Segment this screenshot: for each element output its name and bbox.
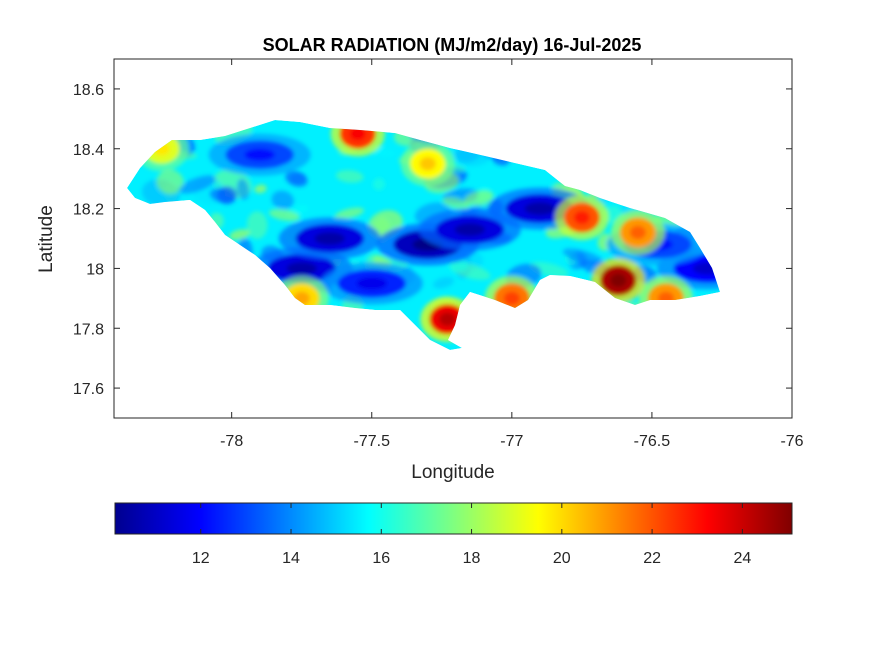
y-tick-label: 17.6 (73, 381, 104, 398)
y-tick-label: 18.2 (73, 202, 104, 219)
coldspot (320, 262, 423, 305)
texture-patch (178, 175, 217, 194)
texture-patch (464, 190, 494, 206)
texture-patch (433, 276, 454, 289)
texture-patch (268, 209, 300, 222)
x-tick-label: -77 (500, 433, 523, 450)
y-tick-label: 17.8 (73, 321, 104, 338)
texture-patch (334, 207, 365, 220)
texture-patch (229, 229, 250, 241)
y-axis: 17.6 17.8 18 18.2 18.4 18.6 (73, 82, 792, 398)
texture-patch (289, 172, 307, 185)
texture-patch (246, 211, 268, 240)
texture-patch (254, 184, 267, 194)
texture-patch (335, 169, 364, 183)
x-tick-label: -78 (220, 433, 243, 450)
texture-patch (562, 248, 605, 266)
x-axis: -78 -77.5 -77 -76.5 -76 (220, 59, 804, 450)
coldspot (208, 133, 311, 176)
colorbar (114, 502, 793, 535)
y-axis-label: Latitude (36, 205, 57, 273)
colorbar-tick-label: 16 (372, 550, 390, 567)
colorbar-tick-label: 22 (643, 550, 661, 567)
hotspot (610, 210, 665, 256)
x-tick-label: -76.5 (634, 433, 671, 450)
hotspot (400, 141, 455, 187)
coldspot (278, 217, 381, 260)
x-axis-label: Longitude (411, 462, 494, 483)
colorbar-tick-label: 12 (192, 550, 210, 567)
colorbar-tick-label: 24 (733, 550, 751, 567)
x-tick-label: -76 (780, 433, 803, 450)
texture-patch (271, 190, 294, 210)
texture-patch (372, 177, 385, 191)
y-tick-label: 18 (86, 261, 104, 278)
texture-patch (529, 261, 569, 278)
texture-patch (236, 178, 250, 200)
colorbar-tick-label: 18 (463, 550, 481, 567)
coldspot (418, 208, 521, 251)
colorbar-tick-label: 14 (282, 550, 300, 567)
x-tick-label: -77.5 (354, 433, 391, 450)
hotspot (554, 195, 609, 241)
colorbar-tick-label: 20 (553, 550, 571, 567)
texture-patch (442, 196, 470, 210)
y-tick-label: 18.6 (73, 82, 104, 99)
texture-patch (156, 169, 184, 195)
colorbar-axis: 12 14 16 18 20 22 24 (192, 503, 751, 567)
y-tick-label: 18.4 (73, 142, 104, 159)
chart-title: SOLAR RADIATION (MJ/m2/day) 16-Jul-2025 (263, 35, 642, 55)
texture-patch (209, 188, 235, 204)
plot-frame (113, 58, 793, 419)
